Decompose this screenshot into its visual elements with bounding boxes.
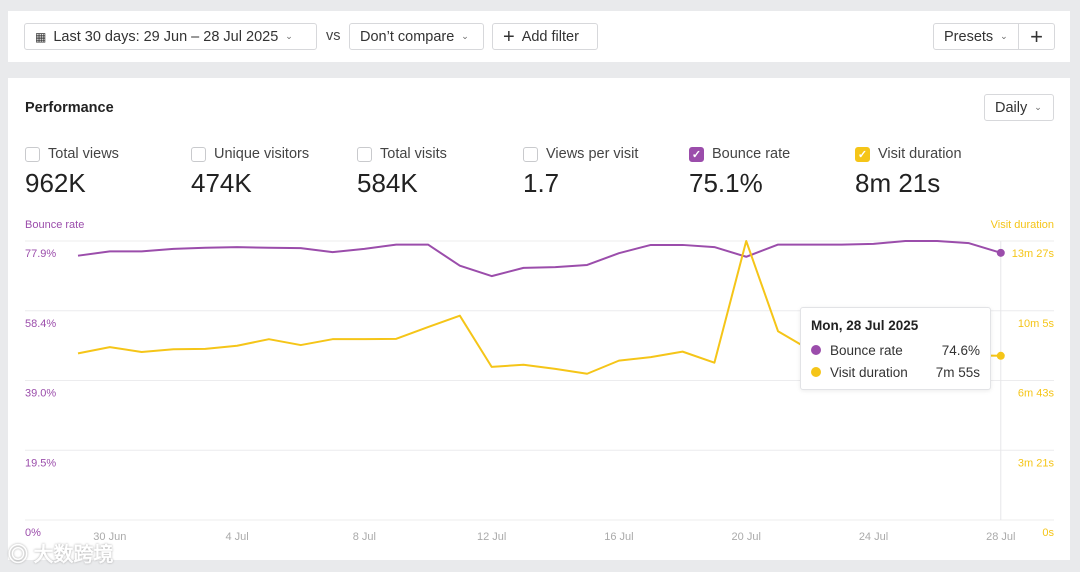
metric-views-per-visit[interactable]: Views per visit 1.7: [523, 146, 638, 199]
panel-title: Performance: [25, 100, 114, 116]
metric-label-row: ✓ Bounce rate: [689, 146, 790, 162]
tooltip-row-bounce-rate: Bounce rate 74.6%: [811, 339, 980, 361]
metric-value: 1.7: [523, 168, 560, 198]
tooltip-date: Mon, 28 Jul 2025: [811, 318, 919, 333]
metric-value: 75.1%: [689, 168, 763, 198]
interval-dropdown[interactable]: Daily ⌄: [984, 94, 1054, 121]
add-filter-button[interactable]: + Add filter: [492, 23, 598, 50]
metric-label: Unique visitors: [214, 146, 310, 162]
date-range-label: Last 30 days: 29 Jun – 28 Jul 2025: [53, 28, 279, 45]
watermark-logo: ◎ 大数跨境: [8, 544, 114, 566]
metric-unique-visitors[interactable]: Unique visitors 474K: [191, 146, 309, 199]
metric-label-row: Unique visitors: [191, 146, 309, 162]
metric-label-row: Views per visit: [523, 146, 638, 162]
metric-label: Total visits: [380, 146, 447, 162]
chevron-down-icon: ⌄: [1034, 102, 1042, 112]
metric-bounce-rate[interactable]: ✓ Bounce rate 75.1%: [689, 146, 790, 199]
chevron-down-icon: ⌄: [285, 31, 293, 41]
date-range-picker[interactable]: ▦ Last 30 days: 29 Jun – 28 Jul 2025 ⌄: [24, 23, 317, 50]
metric-checkbox[interactable]: [357, 146, 372, 162]
vs-label: vs: [326, 28, 341, 44]
plus-icon: +: [1030, 23, 1043, 49]
chevron-down-icon: ⌄: [461, 31, 469, 41]
metric-value: 8m 21s: [855, 168, 941, 198]
metric-checkbox[interactable]: [191, 146, 206, 162]
metric-checkbox[interactable]: ✓: [689, 146, 704, 162]
metric-total-visits[interactable]: Total visits 584K: [357, 146, 447, 199]
metric-value: 474K: [191, 168, 252, 198]
interval-label: Daily: [995, 99, 1028, 116]
metric-value: 962K: [25, 168, 86, 198]
tooltip-row-visit-duration: Visit duration 7m 55s: [811, 361, 980, 383]
calendar-icon: ▦: [35, 29, 47, 44]
metric-checkbox[interactable]: [523, 146, 538, 162]
metric-value: 584K: [357, 168, 418, 198]
chevron-down-icon: ⌄: [1000, 31, 1008, 41]
metric-label-row: Total views: [25, 146, 119, 162]
metric-label: Visit duration: [878, 146, 962, 162]
metric-total-views[interactable]: Total views 962K: [25, 146, 119, 199]
tooltip-value: 7m 55s: [935, 364, 980, 380]
compare-label: Don’t compare: [360, 28, 455, 45]
toolbar: ▦ Last 30 days: 29 Jun – 28 Jul 2025 ⌄ v…: [8, 11, 1070, 62]
add-filter-label: Add filter: [521, 28, 579, 45]
metric-label: Bounce rate: [712, 146, 791, 162]
tooltip-label: Bounce rate: [830, 342, 903, 358]
chart-tooltip: Mon, 28 Jul 2025 Bounce rate 74.6% Visit…: [800, 307, 991, 390]
metric-label: Views per visit: [546, 146, 639, 162]
add-preset-button[interactable]: +: [1018, 23, 1055, 50]
metric-label: Total views: [48, 146, 119, 162]
visit-duration-dot-icon: [811, 367, 821, 377]
presets-dropdown[interactable]: Presets ⌄: [933, 23, 1019, 50]
tooltip-value: 74.6%: [941, 342, 980, 358]
compare-dropdown[interactable]: Don’t compare ⌄: [349, 23, 484, 50]
metric-checkbox[interactable]: ✓: [855, 146, 870, 162]
plus-icon: +: [503, 25, 515, 48]
metric-label-row: ✓ Visit duration: [855, 146, 962, 162]
metric-label-row: Total visits: [357, 146, 447, 162]
tooltip-label: Visit duration: [830, 364, 908, 380]
metric-visit-duration[interactable]: ✓ Visit duration 8m 21s: [855, 146, 962, 199]
bounce-rate-dot-icon: [811, 345, 821, 355]
metric-checkbox[interactable]: [25, 146, 40, 162]
presets-label: Presets: [944, 28, 994, 45]
